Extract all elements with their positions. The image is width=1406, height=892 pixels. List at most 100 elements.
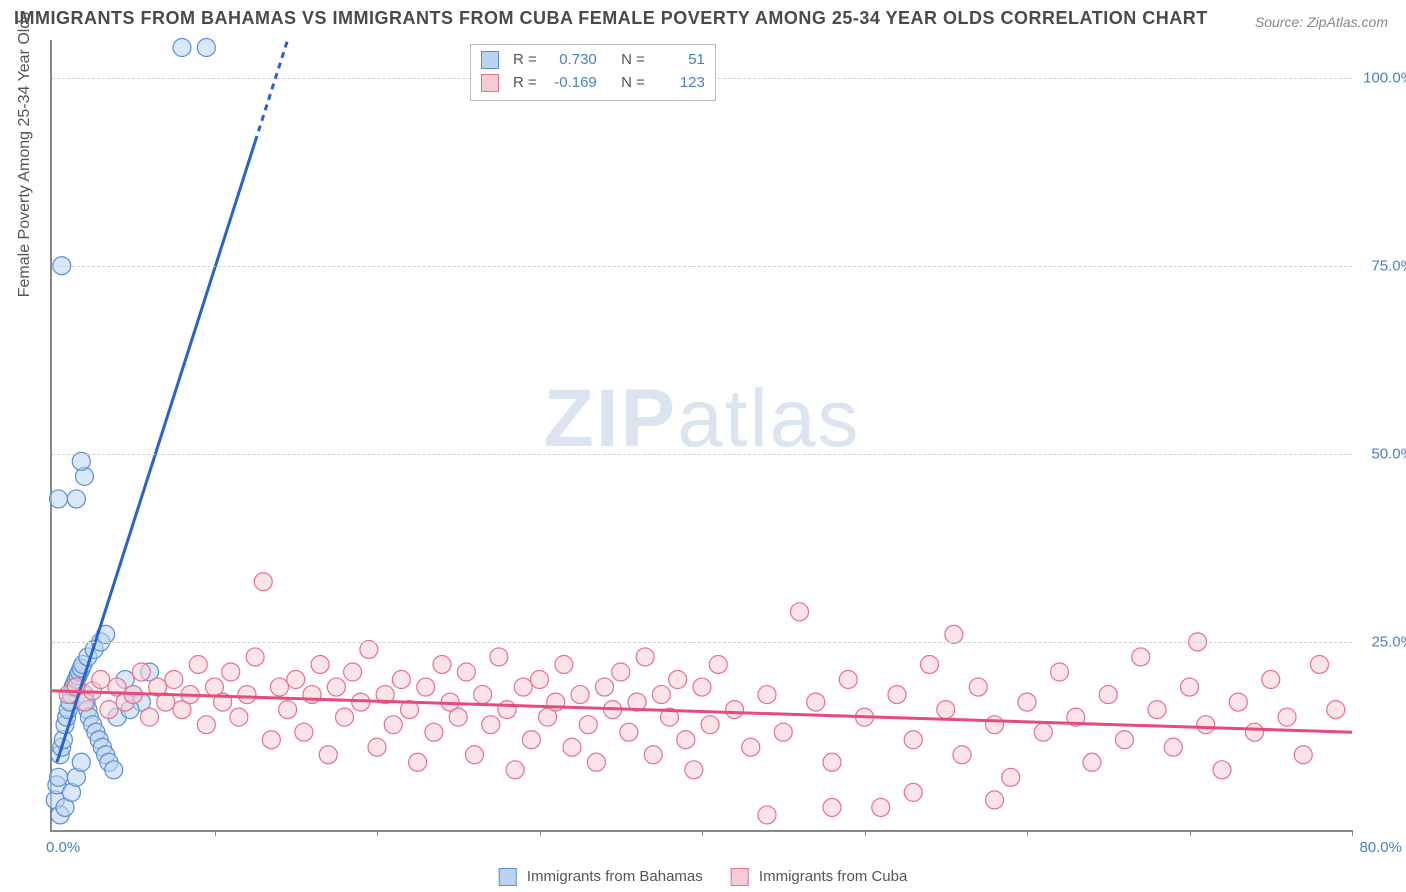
chart-title: IMMIGRANTS FROM BAHAMAS VS IMMIGRANTS FR… (14, 8, 1208, 29)
legend-label-bahamas: Immigrants from Bahamas (527, 868, 703, 885)
stat-N-bahamas: 51 (653, 49, 705, 72)
source-attribution: Source: ZipAtlas.com (1255, 14, 1388, 30)
data-point (709, 655, 727, 673)
data-point (1083, 753, 1101, 771)
data-point (969, 678, 987, 696)
stats-row-cuba: R = -0.169 N = 123 (481, 72, 705, 95)
data-point (563, 738, 581, 756)
data-point (758, 806, 776, 824)
legend-item-cuba: Immigrants from Cuba (731, 868, 908, 886)
data-point (466, 746, 484, 764)
data-point (72, 753, 90, 771)
data-point (531, 671, 549, 689)
data-point (295, 723, 313, 741)
data-point (327, 678, 345, 696)
data-point (311, 655, 329, 673)
swatch-cuba-x (731, 868, 749, 886)
data-point (246, 648, 264, 666)
data-point (1132, 648, 1150, 666)
data-point (319, 746, 337, 764)
legend-label-cuba: Immigrants from Cuba (759, 868, 907, 885)
y-axis-label: Female Poverty Among 25-34 Year Olds (16, 12, 34, 298)
swatch-cuba (481, 74, 499, 92)
data-point (449, 708, 467, 726)
gridline-h (52, 642, 1352, 643)
data-point (384, 716, 402, 734)
data-point (791, 603, 809, 621)
data-point (701, 716, 719, 734)
stat-N-cuba: 123 (653, 72, 705, 95)
xtick-mark (377, 830, 378, 836)
data-point (644, 746, 662, 764)
data-point (1311, 655, 1329, 673)
data-point (50, 490, 68, 508)
data-point (482, 716, 500, 734)
data-point (774, 723, 792, 741)
data-point (287, 671, 305, 689)
data-point (100, 701, 118, 719)
data-point (823, 753, 841, 771)
xtick-label-max: 80.0% (1359, 839, 1402, 856)
data-point (839, 671, 857, 689)
data-point (1002, 768, 1020, 786)
stat-R-label: R = (513, 49, 537, 72)
data-point (141, 708, 159, 726)
data-point (872, 798, 890, 816)
data-point (271, 678, 289, 696)
data-point (474, 686, 492, 704)
gridline-h (52, 454, 1352, 455)
data-point (1099, 686, 1117, 704)
data-point (92, 671, 110, 689)
data-point (677, 731, 695, 749)
data-point (238, 686, 256, 704)
data-point (344, 663, 362, 681)
data-point (50, 768, 68, 786)
stat-R-label: R = (513, 72, 537, 95)
data-point (921, 655, 939, 673)
data-point (506, 761, 524, 779)
xtick-mark (702, 830, 703, 836)
data-point (596, 678, 614, 696)
data-point (189, 655, 207, 673)
data-point (571, 686, 589, 704)
data-point (612, 663, 630, 681)
data-point (1213, 761, 1231, 779)
data-point (742, 738, 760, 756)
data-point (669, 671, 687, 689)
data-point (953, 746, 971, 764)
data-point (1294, 746, 1312, 764)
data-point (522, 731, 540, 749)
data-point (173, 39, 191, 57)
swatch-bahamas-x (499, 868, 517, 886)
data-point (72, 452, 90, 470)
scatter-svg (52, 40, 1352, 830)
data-point (693, 678, 711, 696)
ytick-label: 100.0% (1358, 69, 1406, 86)
ytick-label: 50.0% (1358, 445, 1406, 462)
data-point (587, 753, 605, 771)
plot-area: ZIPatlas 25.0%50.0%75.0%100.0%0.0%80.0% (50, 40, 1352, 832)
data-point (336, 708, 354, 726)
data-point (1327, 701, 1345, 719)
data-point (726, 701, 744, 719)
data-point (197, 39, 215, 57)
data-point (105, 761, 123, 779)
legend-item-bahamas: Immigrants from Bahamas (499, 868, 703, 886)
data-point (1229, 693, 1247, 711)
data-point (254, 573, 272, 591)
xtick-mark (1190, 830, 1191, 836)
data-point (1181, 678, 1199, 696)
data-point (165, 671, 183, 689)
swatch-bahamas (481, 51, 499, 69)
data-point (579, 716, 597, 734)
stat-R-bahamas: 0.730 (545, 49, 597, 72)
data-point (986, 791, 1004, 809)
data-point (230, 708, 248, 726)
data-point (368, 738, 386, 756)
stat-N-label: N = (621, 72, 645, 95)
data-point (823, 798, 841, 816)
data-point (620, 723, 638, 741)
data-point (197, 716, 215, 734)
data-point (636, 648, 654, 666)
data-point (807, 693, 825, 711)
